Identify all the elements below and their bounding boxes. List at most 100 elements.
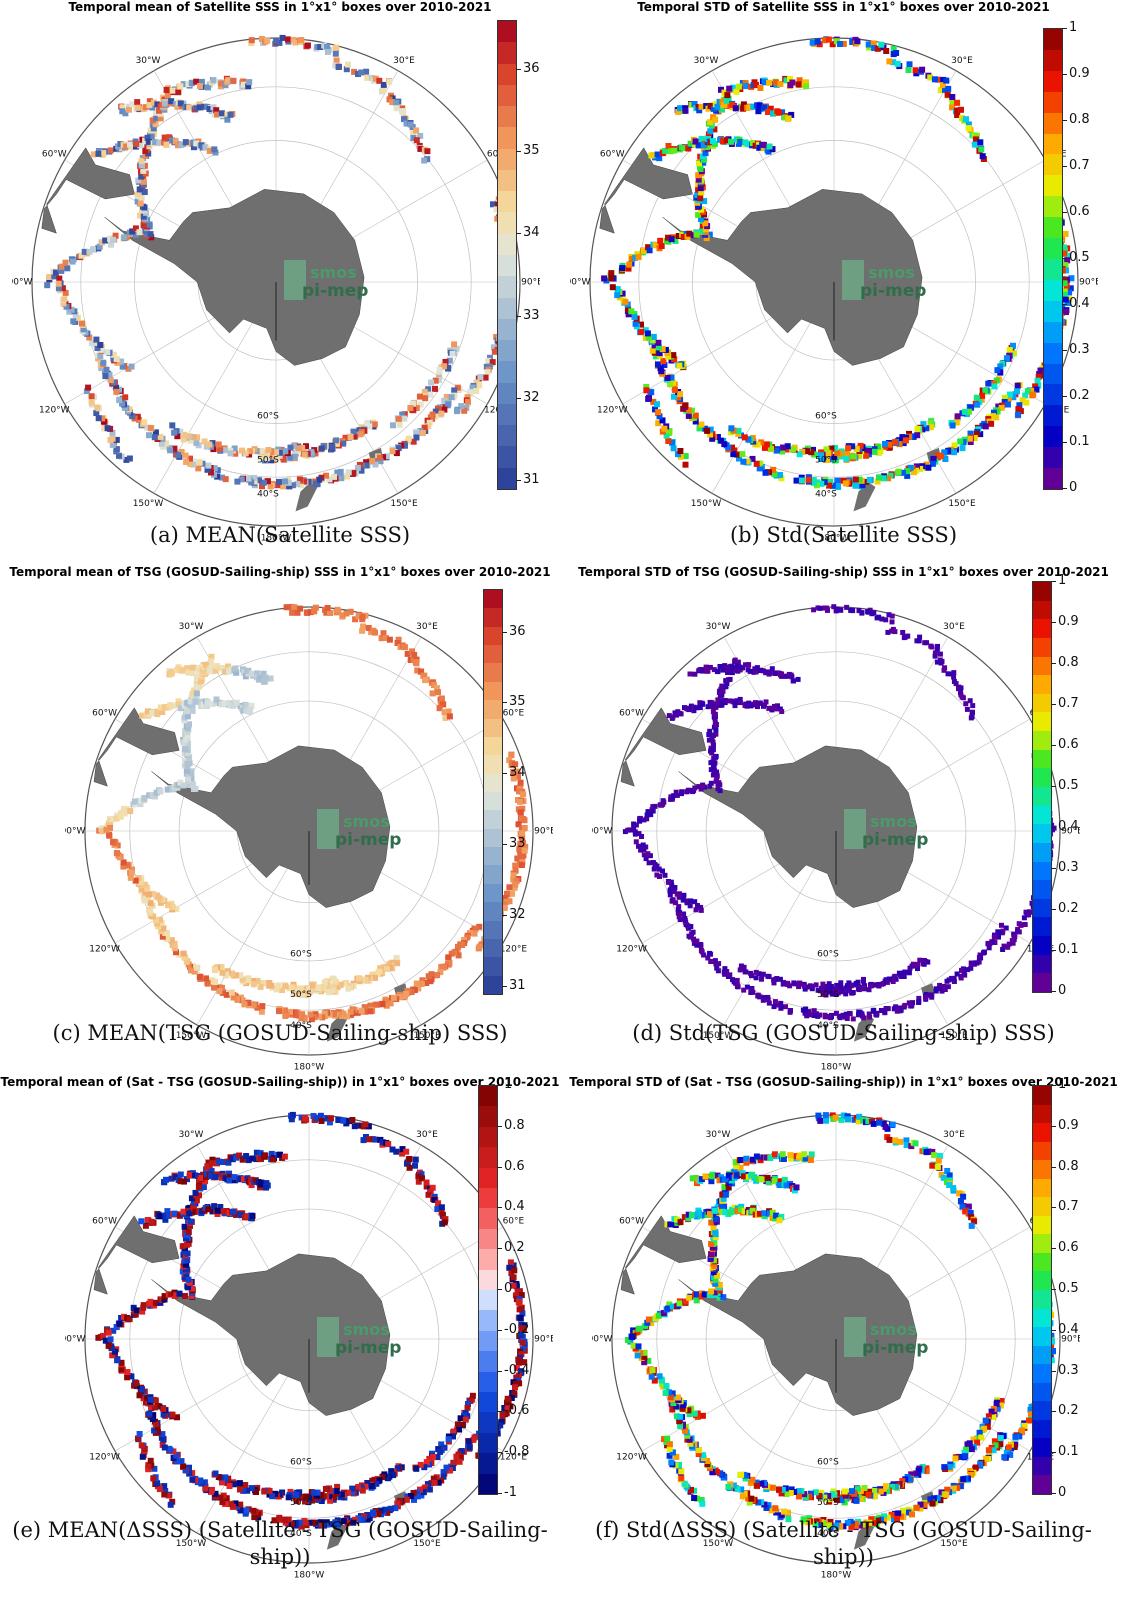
data-cell bbox=[521, 825, 528, 831]
data-cell bbox=[142, 1222, 149, 1229]
data-cell bbox=[992, 940, 998, 945]
data-cell bbox=[363, 459, 370, 466]
data-cell bbox=[927, 424, 934, 431]
data-cell bbox=[129, 413, 136, 420]
colorbar-segment bbox=[1033, 675, 1051, 695]
data-cell bbox=[907, 464, 914, 471]
data-cell bbox=[652, 242, 659, 249]
data-cell bbox=[232, 450, 239, 457]
data-cell bbox=[412, 1156, 419, 1163]
data-cell bbox=[979, 153, 986, 160]
colorbar-tick bbox=[1051, 950, 1056, 951]
data-cell bbox=[416, 393, 423, 400]
data-cell bbox=[628, 308, 635, 315]
data-cell bbox=[954, 107, 961, 114]
data-cell bbox=[389, 1146, 396, 1153]
data-cell bbox=[668, 374, 675, 381]
data-cell bbox=[852, 482, 859, 489]
meridian-label: 90°W bbox=[65, 1335, 86, 1345]
data-cell bbox=[248, 479, 255, 486]
data-cell bbox=[811, 607, 817, 613]
data-cell bbox=[873, 982, 879, 988]
data-cell bbox=[981, 950, 987, 955]
data-cell bbox=[369, 971, 376, 978]
data-cell bbox=[410, 438, 417, 445]
data-cell bbox=[140, 178, 147, 185]
data-cell bbox=[633, 839, 639, 845]
data-cell bbox=[655, 344, 662, 351]
data-cell bbox=[675, 394, 681, 401]
data-cell bbox=[913, 70, 920, 77]
data-cell bbox=[423, 1459, 430, 1466]
colorbar-segment bbox=[498, 42, 516, 65]
data-cell bbox=[125, 106, 132, 113]
data-cell bbox=[659, 417, 666, 424]
data-cell bbox=[407, 121, 414, 128]
data-cell bbox=[1014, 388, 1020, 395]
meridian-label: 150°W bbox=[176, 1539, 207, 1549]
data-cell bbox=[222, 1474, 229, 1481]
colorbar-segment bbox=[484, 792, 502, 811]
data-cell bbox=[783, 446, 790, 453]
data-cell bbox=[61, 296, 68, 303]
data-cell bbox=[156, 107, 162, 114]
data-cell bbox=[657, 365, 664, 372]
data-cell bbox=[136, 1392, 143, 1399]
data-cell bbox=[419, 1175, 425, 1182]
data-cell bbox=[378, 635, 385, 642]
data-cell bbox=[200, 1184, 207, 1191]
colorbar-tick bbox=[516, 315, 521, 317]
data-cell bbox=[949, 94, 956, 100]
data-cell bbox=[750, 438, 757, 445]
data-cell bbox=[218, 701, 225, 708]
data-cell bbox=[508, 752, 515, 759]
data-cell bbox=[262, 674, 269, 681]
data-cell bbox=[871, 45, 878, 51]
colorbar-tick-label: 32 bbox=[509, 907, 526, 923]
data-cell bbox=[974, 401, 981, 408]
colorbar-tick-label: 0.4 bbox=[1058, 819, 1079, 834]
data-cell bbox=[212, 967, 219, 974]
data-cell bbox=[347, 608, 354, 615]
colorbar-tick-label: 0.7 bbox=[1069, 158, 1090, 173]
data-cell bbox=[190, 664, 196, 671]
data-cell bbox=[998, 404, 1005, 411]
data-cell bbox=[934, 659, 940, 665]
colorbar-segment bbox=[1033, 936, 1051, 956]
data-cell bbox=[157, 433, 164, 440]
data-cell bbox=[301, 451, 308, 458]
polar-map: 30°E60°E90°E120°E150°E180°W150°W120°W90°… bbox=[65, 1111, 553, 1581]
data-cell bbox=[783, 1004, 788, 1010]
data-cell bbox=[979, 392, 986, 399]
data-cell bbox=[279, 34, 286, 41]
data-cell bbox=[940, 82, 946, 89]
data-cell bbox=[865, 448, 872, 454]
data-cell bbox=[351, 433, 358, 440]
data-cell bbox=[645, 851, 651, 857]
data-cell bbox=[640, 247, 647, 254]
data-cell bbox=[476, 923, 483, 930]
colorbar-tick bbox=[502, 631, 507, 633]
data-cell bbox=[1005, 395, 1012, 402]
colorbar-segment bbox=[484, 920, 502, 940]
data-cell bbox=[676, 891, 682, 897]
colorbar-tick-label: 0.6 bbox=[504, 1158, 525, 1174]
data-cell bbox=[850, 453, 856, 460]
data-cell bbox=[925, 464, 932, 471]
data-cell bbox=[399, 1150, 406, 1157]
data-cell bbox=[667, 892, 673, 898]
data-cell bbox=[670, 445, 677, 452]
data-cell bbox=[960, 439, 967, 446]
data-cell bbox=[276, 1008, 282, 1015]
data-cell bbox=[866, 1011, 872, 1017]
data-cell bbox=[741, 987, 747, 993]
data-cell bbox=[418, 1171, 425, 1178]
data-cell bbox=[107, 147, 114, 154]
data-cell bbox=[636, 831, 642, 837]
data-cell bbox=[362, 1008, 369, 1015]
meridian-label: 90°E bbox=[534, 1335, 553, 1345]
data-cell bbox=[171, 702, 177, 709]
data-cell bbox=[718, 693, 723, 699]
data-cell bbox=[184, 740, 191, 747]
data-cell bbox=[165, 134, 172, 141]
